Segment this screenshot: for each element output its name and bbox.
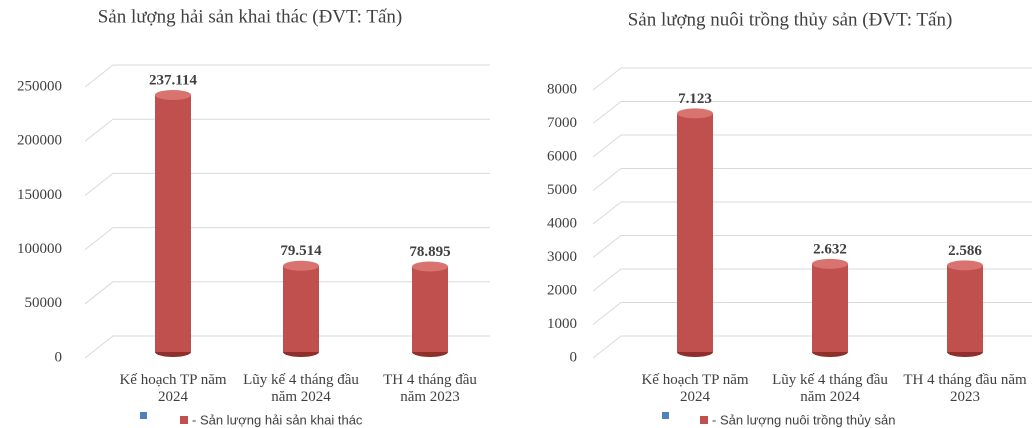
legend-swatch [180, 416, 188, 424]
y-tick-label: 6000 [547, 148, 577, 164]
grid-line [592, 268, 1032, 292]
value-label: 2.586 [948, 243, 982, 259]
y-tick-label: 8000 [547, 81, 577, 97]
grid-line [592, 335, 1032, 359]
x-tick-label: Kế hoạch TP năm 2024 [641, 372, 749, 405]
y-tick-label: 1000 [547, 316, 577, 332]
y-tick-label: 2000 [547, 282, 577, 298]
y-tick-label: 0 [55, 349, 63, 365]
grid-line [592, 235, 1032, 258]
y-tick-label: 150000 [17, 187, 62, 203]
x-tick-label: Kế hoạch TP năm 2024 [119, 372, 227, 405]
bar [677, 113, 713, 352]
bar-top [412, 261, 448, 272]
grid-line [592, 101, 1032, 124]
y-tick-label: 7000 [547, 115, 577, 131]
legend-swatch-empty [662, 412, 669, 419]
x-tick-label: Lũy kế 4 tháng đầu năm 2024 [243, 372, 359, 405]
grid-line [592, 302, 1032, 325]
bar [412, 266, 448, 352]
grid-line [84, 172, 490, 196]
grid-line [84, 227, 490, 250]
grid-line [592, 201, 1032, 225]
y-tick-label: 100000 [17, 241, 62, 257]
y-tick-label: 250000 [17, 78, 62, 94]
x-tick-label: TH 4 tháng đầu năm 2023 [383, 372, 477, 405]
bar [155, 94, 191, 353]
bar-top [155, 89, 191, 100]
grid-line [84, 118, 490, 142]
x-tick-label: TH 4 tháng đầu năm 2023 [903, 372, 1027, 405]
grid-line [84, 64, 490, 88]
bar [812, 263, 848, 352]
value-label: 7.123 [678, 91, 712, 107]
value-label: 237.114 [149, 72, 197, 88]
bar-top [947, 260, 983, 271]
value-label: 2.632 [813, 241, 847, 257]
legend-label: - Sản lượng nuôi trồng thủy sản [712, 412, 895, 427]
bar-top [677, 108, 713, 119]
y-tick-label: 50000 [25, 295, 63, 311]
grid-line [592, 168, 1032, 191]
grid-line [592, 67, 1032, 91]
x-tick-label: Lũy kế 4 tháng đầu năm 2024 [772, 372, 888, 405]
y-tick-label: 3000 [547, 249, 577, 265]
y-tick-label: 0 [570, 349, 578, 365]
bar [283, 265, 319, 352]
grid-line [592, 134, 1032, 158]
value-label: 78.895 [409, 244, 450, 260]
chart-title: Sản lượng hải sản khai thác (ĐVT: Tấn) [98, 6, 403, 27]
value-label: 79.514 [280, 243, 322, 259]
legend-label: - Sản lượng hải sản khai thác [192, 412, 363, 427]
bar-top [283, 260, 319, 271]
y-tick-label: 4000 [547, 215, 577, 231]
y-tick-label: 200000 [17, 133, 62, 149]
bar-top [812, 258, 848, 269]
legend-swatch-empty [140, 412, 147, 419]
bar [947, 265, 983, 352]
chart-title: Sản lượng nuôi trồng thủy sản (ĐVT: Tấn) [628, 9, 953, 30]
grid-line [84, 335, 490, 359]
y-tick-label: 5000 [547, 182, 577, 198]
legend-swatch [700, 416, 708, 424]
grid-line [84, 281, 490, 305]
